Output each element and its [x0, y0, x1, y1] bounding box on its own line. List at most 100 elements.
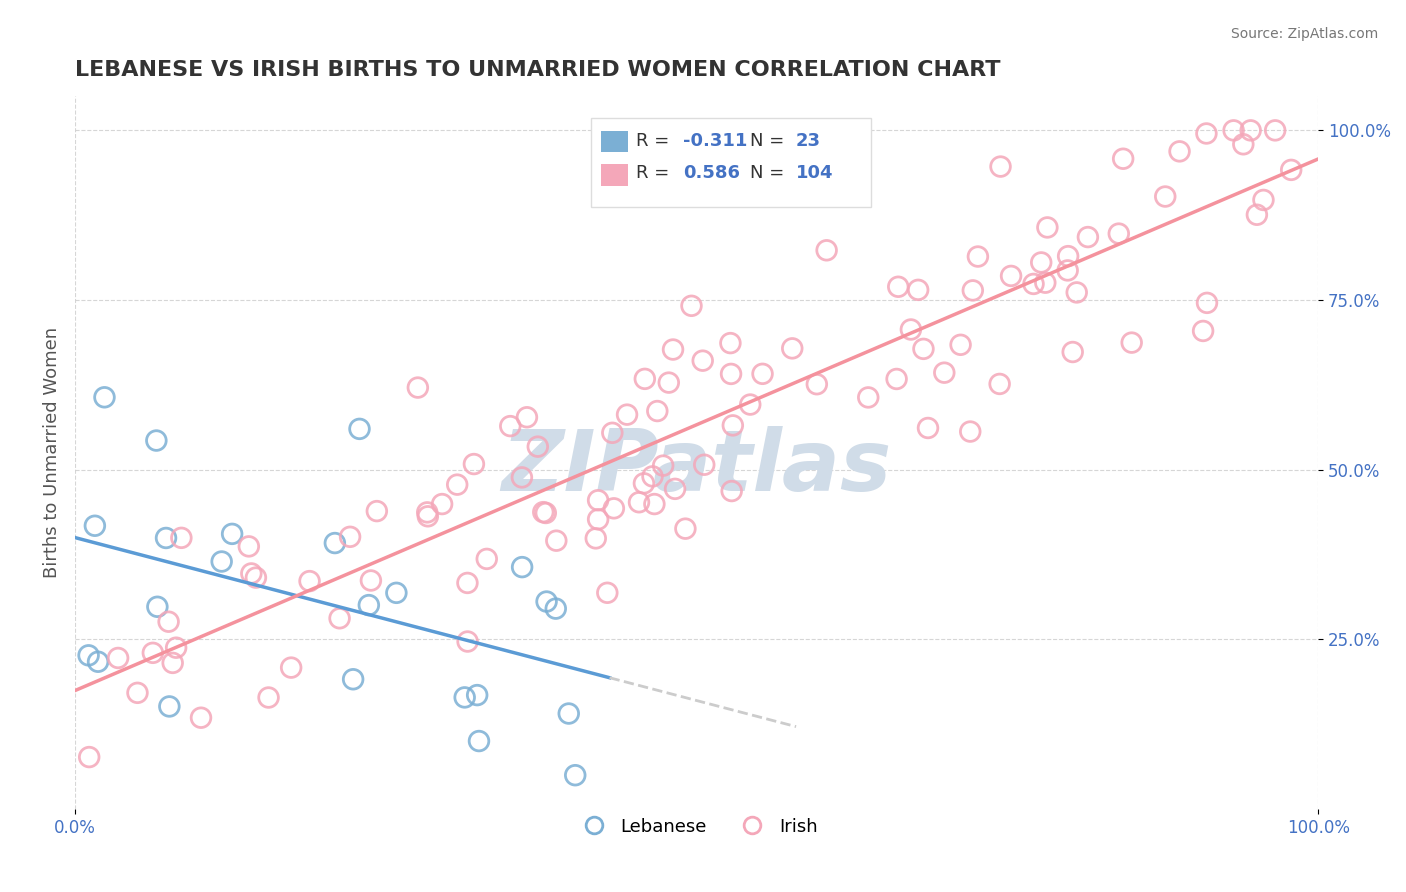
- Point: [87, 655, 110, 669]
- Point: [720, 484, 742, 499]
- Point: [1000, 268, 1022, 283]
- Point: [534, 506, 557, 520]
- Point: [155, 531, 177, 545]
- Text: N =: N =: [751, 132, 790, 150]
- Point: [720, 336, 742, 351]
- Point: [257, 690, 280, 705]
- Point: [366, 504, 388, 518]
- FancyBboxPatch shape: [600, 130, 628, 152]
- Point: [641, 469, 664, 483]
- Point: [211, 555, 233, 569]
- Point: [586, 493, 609, 508]
- Point: [1077, 230, 1099, 244]
- Point: [349, 422, 371, 436]
- Point: [633, 476, 655, 491]
- Point: [536, 594, 558, 608]
- Point: [806, 377, 828, 392]
- Point: [616, 408, 638, 422]
- Point: [959, 425, 981, 439]
- Point: [245, 571, 267, 585]
- Point: [463, 457, 485, 471]
- Point: [1022, 277, 1045, 291]
- Point: [934, 366, 956, 380]
- Point: [145, 434, 167, 448]
- Point: [240, 566, 263, 581]
- Point: [446, 477, 468, 491]
- Point: [1232, 137, 1254, 152]
- Point: [917, 421, 939, 435]
- Point: [526, 440, 548, 454]
- Y-axis label: Births to Unmarried Women: Births to Unmarried Women: [44, 327, 60, 578]
- Point: [949, 338, 972, 352]
- Point: [531, 505, 554, 519]
- Point: [146, 599, 169, 614]
- Point: [360, 574, 382, 588]
- Point: [962, 284, 984, 298]
- Point: [453, 690, 475, 705]
- Point: [603, 501, 626, 516]
- Point: [456, 576, 478, 591]
- Point: [416, 505, 439, 519]
- Point: [740, 398, 762, 412]
- Point: [900, 322, 922, 336]
- Text: ZIPatlas: ZIPatlas: [502, 425, 891, 508]
- Point: [280, 660, 302, 674]
- Point: [142, 646, 165, 660]
- Point: [127, 686, 149, 700]
- Point: [162, 656, 184, 670]
- Point: [468, 734, 491, 748]
- Text: 0.586: 0.586: [683, 164, 740, 182]
- Point: [780, 342, 803, 356]
- Text: -0.311: -0.311: [683, 132, 748, 150]
- Point: [465, 688, 488, 702]
- Point: [323, 536, 346, 550]
- Point: [858, 391, 880, 405]
- Point: [1112, 152, 1135, 166]
- Point: [342, 673, 364, 687]
- Point: [165, 640, 187, 655]
- Text: R =: R =: [636, 132, 675, 150]
- Point: [546, 533, 568, 548]
- Point: [457, 634, 479, 648]
- Point: [238, 540, 260, 554]
- Point: [602, 425, 624, 440]
- Point: [430, 497, 453, 511]
- Point: [815, 244, 838, 258]
- Point: [1033, 276, 1056, 290]
- Point: [93, 390, 115, 404]
- Point: [107, 651, 129, 665]
- Point: [329, 611, 352, 625]
- Point: [886, 372, 908, 386]
- Point: [692, 353, 714, 368]
- Text: R =: R =: [636, 164, 675, 182]
- Point: [887, 279, 910, 293]
- Point: [1240, 123, 1263, 137]
- Point: [1057, 249, 1080, 263]
- Point: [357, 598, 380, 612]
- Point: [1195, 296, 1218, 310]
- Point: [751, 367, 773, 381]
- Point: [564, 768, 586, 782]
- Point: [643, 497, 665, 511]
- Point: [1246, 208, 1268, 222]
- Point: [190, 711, 212, 725]
- Point: [652, 458, 675, 473]
- Point: [558, 706, 581, 721]
- Point: [83, 518, 105, 533]
- Point: [544, 601, 567, 615]
- Point: [1222, 123, 1244, 137]
- Point: [664, 482, 686, 496]
- Point: [385, 586, 408, 600]
- Point: [475, 552, 498, 566]
- Point: [510, 470, 533, 484]
- Point: [585, 532, 607, 546]
- Point: [77, 750, 100, 764]
- Point: [673, 522, 696, 536]
- Point: [596, 586, 619, 600]
- Point: [1056, 263, 1078, 277]
- Point: [721, 418, 744, 433]
- Point: [516, 410, 538, 425]
- Point: [693, 458, 716, 472]
- Point: [990, 160, 1012, 174]
- Text: LEBANESE VS IRISH BIRTHS TO UNMARRIED WOMEN CORRELATION CHART: LEBANESE VS IRISH BIRTHS TO UNMARRIED WO…: [75, 60, 1001, 79]
